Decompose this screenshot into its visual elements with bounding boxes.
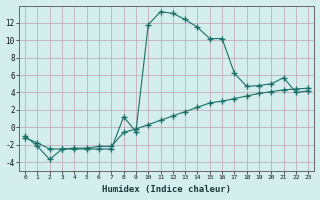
X-axis label: Humidex (Indice chaleur): Humidex (Indice chaleur) <box>102 185 231 194</box>
